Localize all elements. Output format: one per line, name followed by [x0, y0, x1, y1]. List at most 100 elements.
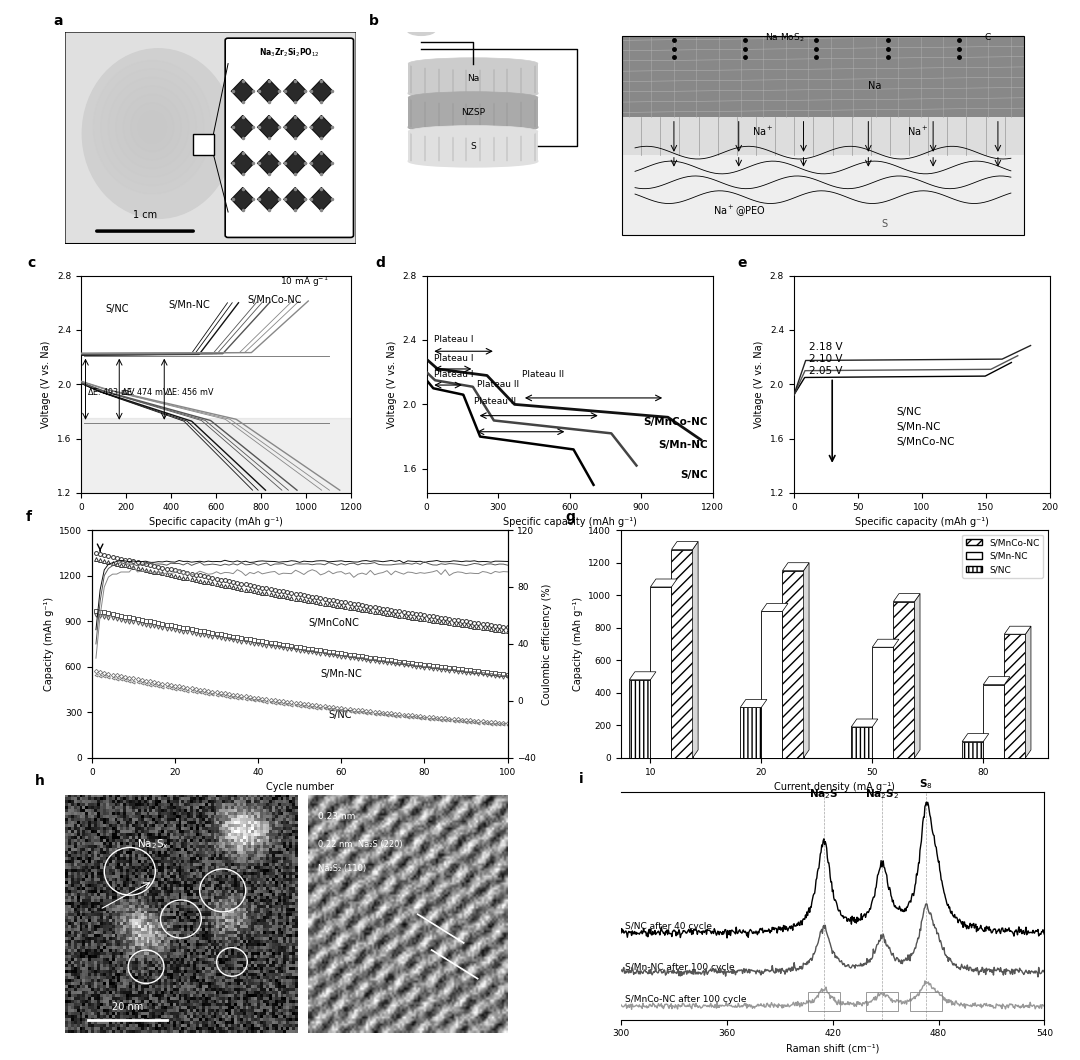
Text: Na·MoS$_2$: Na·MoS$_2$ — [765, 32, 805, 43]
Bar — [672, 549, 692, 758]
Text: S/Mn-NC: S/Mn-NC — [896, 423, 941, 432]
Polygon shape — [1004, 626, 1031, 634]
Text: $\Delta$E: 456 mV: $\Delta$E: 456 mV — [166, 387, 215, 398]
Text: $\Delta$E: 474 mV: $\Delta$E: 474 mV — [121, 387, 170, 398]
Text: g: g — [566, 510, 576, 524]
X-axis label: Current density (mA g⁻¹): Current density (mA g⁻¹) — [774, 782, 894, 792]
Ellipse shape — [408, 125, 538, 137]
Bar — [650, 587, 672, 758]
Text: 2.18 V: 2.18 V — [809, 342, 842, 352]
Text: S/NC: S/NC — [896, 407, 921, 418]
Text: S/Mn-NC: S/Mn-NC — [659, 440, 708, 449]
Polygon shape — [258, 152, 280, 175]
Bar — [782, 570, 804, 758]
Polygon shape — [310, 152, 333, 175]
Polygon shape — [284, 188, 307, 211]
Bar — [622, 155, 1024, 235]
Text: Na$_2$S$_2$: Na$_2$S$_2$ — [865, 788, 900, 801]
Y-axis label: Voltage (V vs. Na): Voltage (V vs. Na) — [754, 340, 765, 428]
Polygon shape — [231, 80, 254, 103]
Text: Na₂S₂ (110): Na₂S₂ (110) — [318, 864, 366, 873]
Text: S/MnCo-NC: S/MnCo-NC — [644, 418, 708, 427]
Polygon shape — [231, 116, 254, 139]
X-axis label: Specific capacity (mAh g⁻¹): Specific capacity (mAh g⁻¹) — [503, 517, 636, 527]
Ellipse shape — [146, 120, 159, 135]
Text: S/NC: S/NC — [328, 710, 352, 721]
Polygon shape — [873, 719, 878, 758]
Text: NZSP: NZSP — [461, 108, 485, 117]
Text: S/NC: S/NC — [105, 304, 129, 314]
Ellipse shape — [408, 121, 538, 132]
Polygon shape — [258, 80, 280, 103]
Bar — [408, 64, 538, 93]
Polygon shape — [804, 563, 809, 758]
Text: Plateau II: Plateau II — [476, 379, 518, 389]
Text: Plateau II: Plateau II — [474, 398, 516, 406]
Text: Plateau II: Plateau II — [522, 370, 564, 379]
Bar — [630, 679, 650, 758]
Text: S: S — [881, 218, 888, 229]
Text: S/MnCo-NC after 100 cycle: S/MnCo-NC after 100 cycle — [624, 995, 746, 1004]
X-axis label: Raman shift (cm⁻¹): Raman shift (cm⁻¹) — [786, 1044, 879, 1054]
Polygon shape — [231, 188, 254, 211]
Text: Na: Na — [467, 74, 480, 83]
Text: 2.10 V: 2.10 V — [809, 354, 842, 364]
Polygon shape — [873, 639, 899, 648]
Bar — [761, 612, 782, 758]
Bar — [408, 98, 538, 127]
Polygon shape — [650, 579, 677, 587]
Text: S/MnCoNC: S/MnCoNC — [308, 618, 359, 628]
Text: i: i — [579, 772, 583, 785]
Polygon shape — [258, 188, 280, 211]
Polygon shape — [962, 734, 989, 742]
Text: 0.22 nm  Na₂S (220): 0.22 nm Na₂S (220) — [318, 841, 403, 849]
Y-axis label: Voltage (V vs. Na): Voltage (V vs. Na) — [41, 340, 52, 428]
Text: b: b — [369, 15, 379, 29]
Bar — [893, 602, 915, 758]
Polygon shape — [284, 116, 307, 139]
Ellipse shape — [131, 103, 174, 152]
Ellipse shape — [93, 60, 212, 194]
Polygon shape — [1025, 626, 1031, 758]
Bar — [873, 648, 893, 758]
Polygon shape — [893, 594, 920, 602]
Text: S$_8$: S$_8$ — [919, 778, 933, 792]
Polygon shape — [740, 700, 767, 707]
Bar — [851, 727, 873, 758]
Y-axis label: Capacity (mAh g⁻¹): Capacity (mAh g⁻¹) — [572, 597, 583, 691]
Text: Na: Na — [868, 81, 881, 91]
FancyBboxPatch shape — [65, 32, 356, 244]
Text: 2.05 V: 2.05 V — [809, 366, 842, 376]
Text: f: f — [25, 510, 31, 524]
Text: S/MnCo-NC: S/MnCo-NC — [896, 438, 955, 447]
Text: Na$^+$@PEO: Na$^+$@PEO — [713, 204, 766, 218]
Polygon shape — [782, 563, 809, 570]
Bar — [740, 707, 761, 758]
Ellipse shape — [408, 91, 538, 104]
X-axis label: Specific capacity (mAh g⁻¹): Specific capacity (mAh g⁻¹) — [855, 517, 988, 527]
Polygon shape — [893, 639, 899, 758]
Polygon shape — [284, 152, 307, 175]
Polygon shape — [650, 672, 656, 758]
Bar — [1004, 634, 1025, 758]
Text: Na$_3$Zr$_2$Si$_2$PO$_{12}$: Na$_3$Zr$_2$Si$_2$PO$_{12}$ — [259, 47, 320, 59]
Ellipse shape — [408, 87, 538, 100]
Text: Plateau I: Plateau I — [434, 370, 473, 379]
Polygon shape — [284, 80, 307, 103]
Text: 10 mA g$^{-1}$: 10 mA g$^{-1}$ — [280, 275, 328, 289]
Text: Na$_2$S$_x$: Na$_2$S$_x$ — [137, 837, 170, 851]
Bar — [193, 134, 214, 155]
Bar — [910, 991, 942, 1011]
Text: S: S — [470, 142, 476, 151]
Polygon shape — [782, 603, 788, 758]
Polygon shape — [672, 542, 698, 549]
Text: Na$^+$: Na$^+$ — [907, 125, 929, 138]
Ellipse shape — [408, 57, 538, 69]
Bar — [983, 685, 1004, 758]
Polygon shape — [310, 80, 333, 103]
Polygon shape — [231, 152, 254, 175]
Text: a: a — [53, 15, 63, 29]
Y-axis label: Voltage (V vs. Na): Voltage (V vs. Na) — [387, 340, 397, 428]
Polygon shape — [672, 579, 677, 758]
Text: 0.23 nm: 0.23 nm — [318, 812, 355, 820]
